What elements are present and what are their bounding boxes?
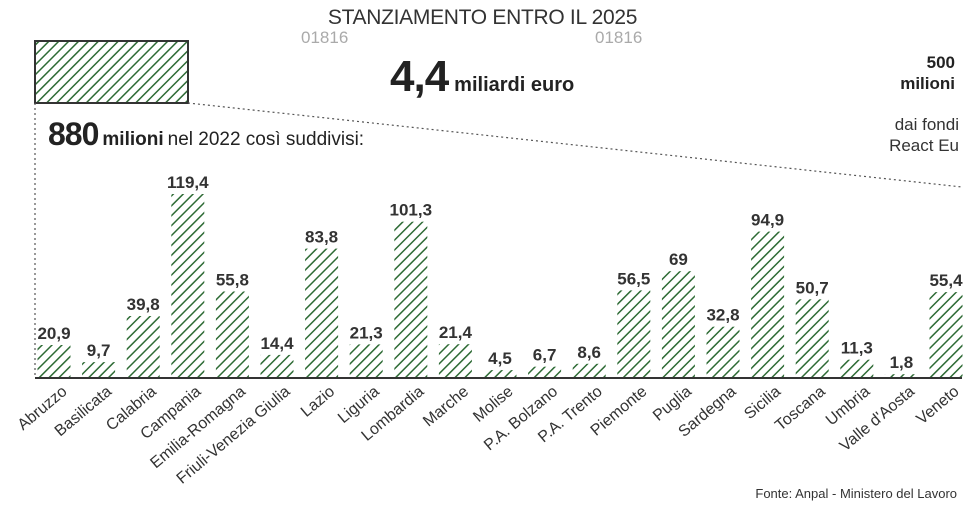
bars-layer (37, 194, 963, 377)
value-label-p-a-trento: 8,6 (577, 343, 601, 362)
bar-friuli-venezia-giulia (260, 354, 294, 377)
bar-valle-d-aosta (884, 374, 918, 377)
watermark-right: 01816 (595, 28, 643, 47)
bar-sicilia (751, 231, 785, 377)
bar-lombardia (394, 221, 428, 377)
category-label-veneto: Veneto (913, 383, 962, 428)
value-label-umbria: 11,3 (841, 339, 873, 358)
value-label-sicilia: 94,9 (751, 211, 784, 230)
subtitle-value: 880 (48, 116, 99, 152)
bar-abruzzo (37, 345, 71, 377)
bar-campania (171, 194, 205, 377)
category-label-lazio: Lazio (298, 383, 338, 421)
value-label-basilicata: 9,7 (87, 341, 111, 360)
value-label-veneto: 55,4 (929, 271, 963, 290)
bar-basilicata (82, 362, 116, 377)
value-label-molise: 4,5 (488, 349, 512, 368)
bar-emilia-romagna (215, 291, 249, 377)
bar-p-a-bolzano (528, 366, 562, 377)
value-label-puglia: 69 (669, 250, 688, 269)
total-value: 4,4 (390, 52, 449, 101)
bar-marche (438, 344, 472, 377)
value-label-campania: 119,4 (167, 173, 209, 192)
chart-title: STANZIAMENTO ENTRO IL 2025 (327, 6, 638, 29)
category-labels-layer: AbruzzoBasilicataCalabriaCampaniaEmilia-… (15, 383, 963, 488)
bar-calabria (126, 316, 160, 377)
total-hatched-box (34, 40, 189, 104)
bar-sardegna (706, 326, 740, 377)
bar-veneto (929, 292, 963, 377)
subtitle: 880 milioni nel 2022 così suddivisi: (48, 116, 364, 153)
react-eu-value: 500 (926, 53, 955, 72)
expansion-dotted-line (187, 102, 963, 188)
category-label-marche: Marche (420, 383, 472, 430)
react-eu-amount: 500 milioni (900, 52, 955, 94)
value-label-p-a-bolzano: 6,7 (533, 346, 557, 365)
subtitle-unit: milioni (102, 129, 164, 150)
bar-p-a-trento (572, 363, 606, 377)
total-amount: 4,4 miliardi euro (390, 52, 574, 102)
bar-liguria (349, 344, 383, 377)
bar-umbria (840, 359, 874, 377)
value-label-lombardia: 101,3 (390, 201, 433, 220)
react-eu-unit: milioni (900, 74, 955, 93)
value-label-toscana: 50,7 (796, 278, 829, 297)
value-label-lazio: 83,8 (305, 228, 338, 247)
value-label-sardegna: 32,8 (706, 306, 739, 325)
value-label-liguria: 21,3 (350, 323, 383, 342)
react-eu-description: dai fondi React Eu (889, 114, 959, 156)
bar-puglia (661, 271, 695, 377)
react-eu-desc-line2: React Eu (889, 136, 959, 155)
bar-piemonte (617, 290, 651, 377)
category-label-toscana: Toscana (772, 383, 829, 434)
total-unit: miliardi euro (454, 74, 575, 96)
subtitle-text: nel 2022 così suddivisi: (167, 129, 365, 150)
value-label-abruzzo: 20,9 (37, 324, 70, 343)
bar-molise (483, 370, 517, 377)
watermark-left: 01816 (301, 28, 349, 47)
react-eu-desc-line1: dai fondi (894, 115, 959, 134)
source-note: Fonte: Anpal - Ministero del Lavoro (755, 486, 957, 501)
value-label-calabria: 39,8 (127, 295, 160, 314)
bar-toscana (795, 299, 829, 377)
value-label-marche: 21,4 (439, 323, 473, 342)
value-label-valle-d-aosta: 1,8 (890, 353, 914, 372)
value-label-friuli-venezia-giulia: 14,4 (260, 334, 294, 353)
value-labels-layer: 20,9 9,7 39,8 119,4 55,8 14,4 83,8 21,3 101,3 21,… (37, 173, 963, 372)
value-label-emilia-romagna: 55,8 (216, 271, 249, 290)
value-label-piemonte: 56,5 (617, 269, 650, 288)
bar-lazio (305, 248, 339, 377)
